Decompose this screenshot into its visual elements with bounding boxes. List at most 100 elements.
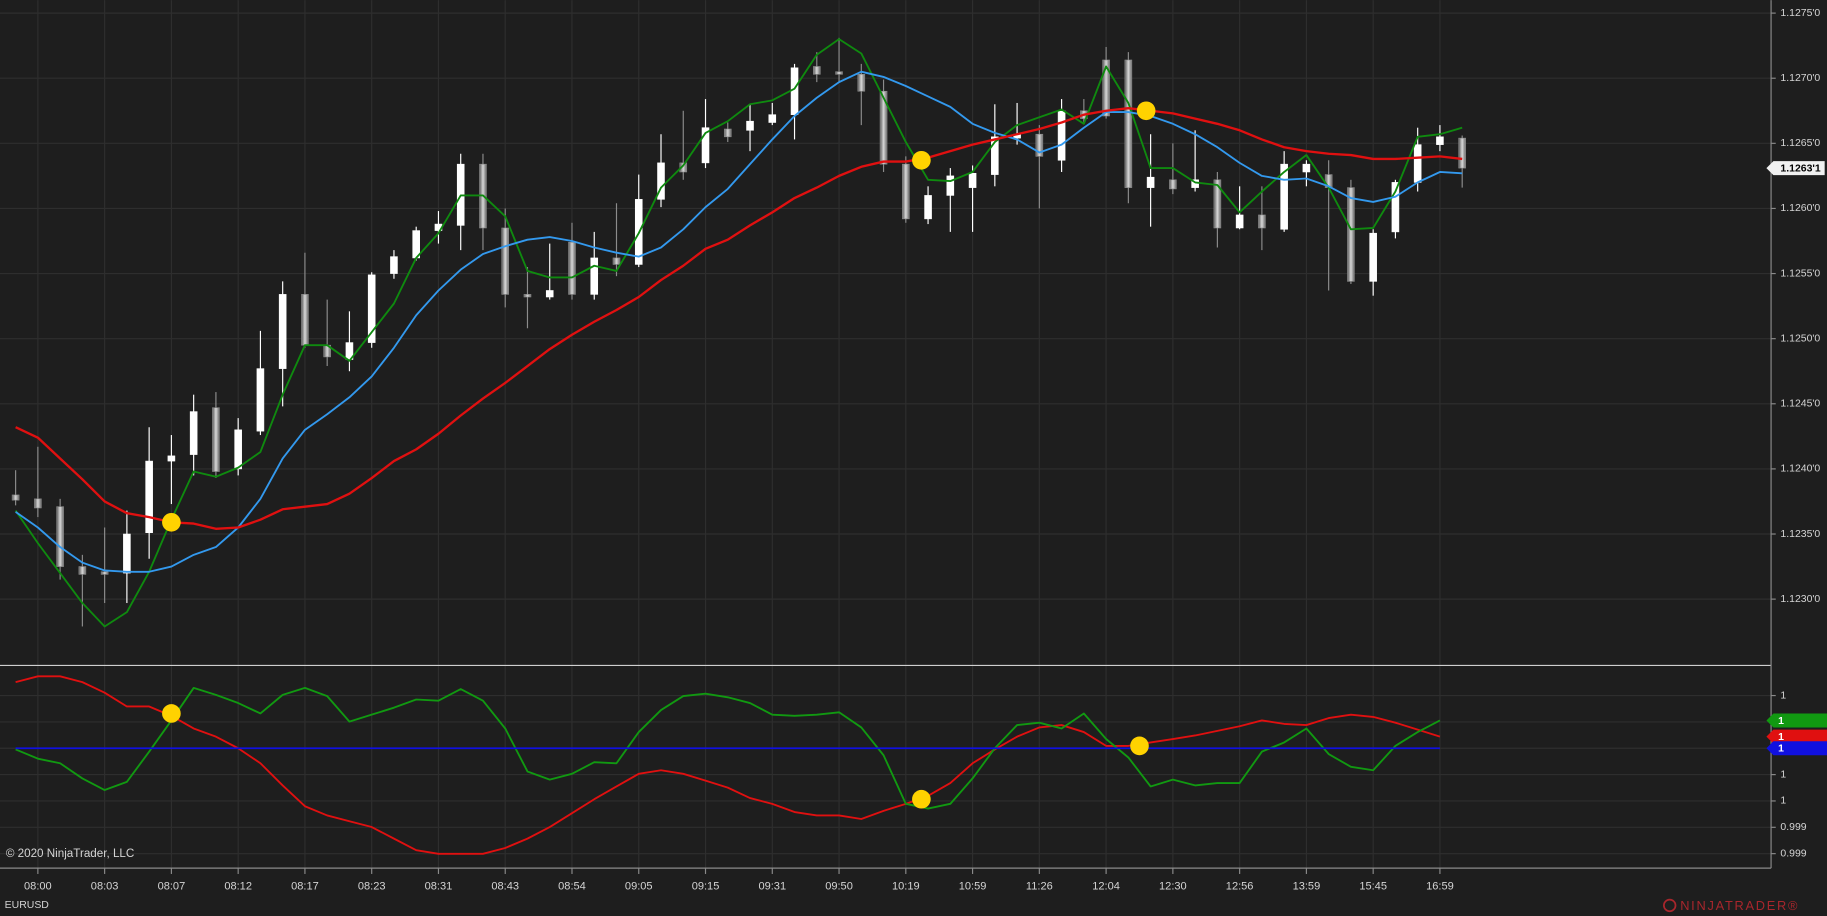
candle-body (1436, 136, 1444, 145)
candle-body (1258, 214, 1266, 229)
x-tick-label: 12:56 (1226, 881, 1254, 893)
x-tick-label: 08:17 (291, 881, 319, 893)
candle-body (568, 242, 576, 295)
last-value-marker (1766, 741, 1827, 756)
candle-body (835, 71, 843, 75)
x-tick-label: 08:07 (158, 881, 186, 893)
candle-body (212, 407, 220, 472)
y-tick-label: 1.1230'0 (1780, 594, 1820, 605)
x-tick-label: 10:19 (892, 881, 920, 893)
candle-body (790, 67, 799, 115)
candle-body (123, 533, 131, 574)
x-tick-label: 10:59 (959, 881, 987, 893)
y-tick-label: 1.1270'0 (1780, 73, 1820, 84)
signal-dot (912, 150, 931, 170)
candle-body (390, 256, 398, 274)
last-value-marker (1766, 713, 1827, 728)
signal-dot (912, 789, 931, 809)
signal-dot (1130, 736, 1149, 756)
candle-body (189, 411, 198, 455)
candle-body (902, 163, 910, 220)
indicator-line (15, 107, 1463, 530)
candle-body (701, 127, 710, 164)
x-tick-label: 13:59 (1293, 881, 1321, 893)
candle-body (968, 172, 977, 188)
brand-icon (1663, 898, 1677, 913)
candle-body (590, 257, 599, 295)
last-value-marker (1766, 729, 1827, 744)
y-tick-label: 1.1250'0 (1780, 333, 1820, 344)
candle-body (679, 162, 688, 173)
candle-body (768, 114, 777, 123)
candle-body (657, 162, 665, 200)
candle-body (545, 290, 554, 298)
candle-body (1124, 59, 1133, 188)
candle-body (78, 566, 87, 575)
candle-body (501, 227, 510, 295)
candle-body (991, 136, 999, 175)
candle-body (256, 368, 265, 432)
x-tick-label: 08:00 (24, 881, 52, 893)
y-tick-label: 1.1240'0 (1780, 464, 1820, 475)
brand-logo: NINJATRADER® (1680, 898, 1799, 913)
candle-body (1347, 187, 1355, 282)
y-tick-label: 0.999 (1780, 848, 1806, 859)
candle-body (34, 498, 42, 509)
x-tick-label: 08:12 (224, 881, 252, 893)
candle-body (1280, 163, 1288, 230)
y-tick-label: 1 (1780, 769, 1786, 780)
candle-body (879, 90, 888, 165)
y-tick-label: 1.1245'0 (1780, 399, 1820, 410)
candle-body (612, 257, 621, 265)
candle-body (723, 128, 732, 138)
y-tick-label: 1.1255'0 (1780, 268, 1820, 279)
candle-body (1458, 137, 1466, 169)
y-tick-label: 1.1260'0 (1780, 203, 1820, 214)
candle-body (367, 274, 376, 343)
candle-body (1146, 176, 1155, 188)
x-tick-label: 08:23 (358, 881, 386, 893)
last-price-label: 1.1263'1 (1780, 163, 1821, 174)
candle-body (11, 494, 20, 501)
x-tick-label: 11:26 (1026, 881, 1053, 893)
candle-body (278, 294, 287, 369)
candle-body (56, 506, 64, 567)
y-tick-label: 1.1265'0 (1780, 138, 1820, 149)
candle-body (523, 294, 532, 298)
candle-body (1369, 232, 1377, 282)
indicator-line (14, 38, 1463, 628)
indicator-line (15, 675, 1441, 855)
y-tick-label: 1.1235'0 (1780, 529, 1820, 540)
indicator-line (15, 70, 1463, 573)
indicator-line (15, 686, 1441, 810)
candle-body (1102, 59, 1110, 117)
last-price-marker (1766, 161, 1825, 176)
candle-body (234, 429, 242, 470)
candle-body (1213, 179, 1222, 229)
candle-body (145, 460, 153, 533)
signal-dot (162, 704, 181, 723)
y-tick-label: 0.999 (1780, 822, 1806, 833)
candle-body (857, 74, 866, 92)
candle-body (1391, 182, 1400, 233)
last-value-label: 1 (1778, 744, 1784, 755)
candle-body (813, 66, 821, 75)
x-tick-label: 09:50 (825, 881, 853, 893)
candle-body (1035, 133, 1044, 157)
last-value-label: 1 (1778, 732, 1784, 743)
x-tick-label: 09:31 (758, 881, 786, 893)
x-tick-label: 12:04 (1092, 881, 1120, 893)
candle-body (1235, 214, 1244, 229)
candle-body (1169, 179, 1177, 190)
x-tick-label: 09:15 (692, 881, 720, 893)
y-tick-label: 1 (1780, 796, 1786, 807)
y-tick-label: 1 (1780, 690, 1786, 701)
x-tick-label: 16:59 (1426, 881, 1454, 893)
candle-body (924, 195, 932, 220)
x-tick-label: 08:03 (91, 881, 119, 893)
candle-body (1302, 163, 1311, 173)
candle-body (100, 571, 109, 575)
